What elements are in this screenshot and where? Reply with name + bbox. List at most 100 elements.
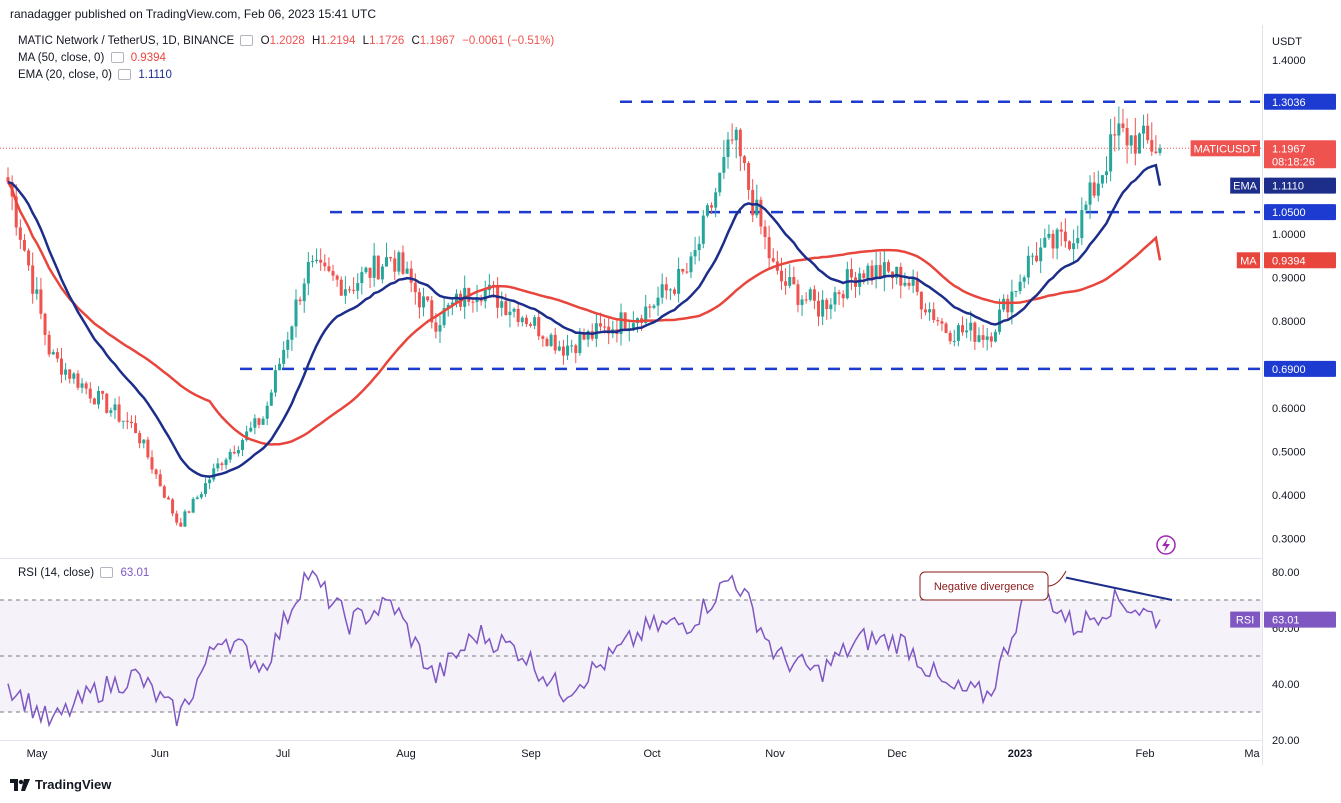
ma-legend-label: MA (50, close, 0) (18, 52, 105, 64)
candle-body (1113, 134, 1117, 136)
candle-body (228, 451, 232, 460)
candle-body (212, 468, 216, 480)
lightning-icon[interactable] (1156, 535, 1176, 555)
candle-body (261, 418, 265, 425)
candle-body (368, 267, 372, 278)
candle-body (714, 192, 718, 208)
candle-body (656, 297, 660, 306)
candle-body (442, 308, 446, 326)
candle-body (1055, 229, 1059, 249)
candle-body (829, 304, 833, 310)
candle-body (446, 304, 450, 309)
candle-body (413, 282, 417, 293)
candle-body (294, 299, 298, 327)
candle-body (129, 421, 133, 424)
candle-body (874, 265, 878, 279)
symbol-title: MATIC Network / TetherUS, 1D, BINANCE (18, 35, 235, 47)
price-axis[interactable]: 1.4000 1.0000 0.9000 0.8000 0.6000 0.5000 0.40… (1272, 55, 1306, 546)
candle-body (796, 284, 800, 305)
candle-body (895, 266, 899, 278)
ma-legend: MA (50, close, 0) 0.9394 (18, 52, 166, 64)
candle-body (138, 433, 142, 444)
candle-body (1059, 229, 1063, 232)
candle-body (594, 323, 598, 339)
candle-body (339, 279, 343, 296)
candle-body (191, 498, 195, 513)
candle-body (1039, 247, 1043, 262)
legend-dot-icon (110, 52, 124, 64)
candle-body (179, 522, 183, 527)
candle-body (327, 266, 331, 272)
candle-body (677, 268, 681, 294)
candle-body (385, 257, 389, 267)
legend-dot-icon (118, 69, 132, 81)
candle-body (742, 156, 746, 164)
candle-body (603, 326, 607, 328)
candle-body (969, 322, 973, 331)
price-tick-label: 1.4000 (1272, 55, 1306, 67)
candle-body (1100, 175, 1104, 184)
candle-body (973, 322, 977, 342)
candle-body (298, 299, 302, 302)
candle-body (948, 332, 952, 342)
candle-body (257, 418, 261, 425)
candle-body (944, 323, 948, 333)
candle-body (92, 398, 96, 405)
ma-legend-value: 0.9394 (130, 52, 166, 64)
candle-body (187, 511, 191, 513)
candle-body (808, 289, 812, 300)
candle-body (380, 266, 384, 280)
candle-body (224, 459, 228, 465)
candle-body (203, 483, 207, 495)
legend-dot-icon (240, 35, 254, 47)
candle-body (183, 511, 187, 527)
candle-body (290, 326, 294, 340)
candle-body (1067, 241, 1071, 250)
candle-body (319, 259, 323, 263)
candle-body (97, 390, 101, 405)
candle-body (72, 373, 76, 379)
candle-body (825, 299, 829, 310)
candle-body (265, 405, 269, 419)
candle-body (660, 284, 664, 298)
candle-body (648, 306, 652, 308)
level-3-tag-value: 0.6900 (1272, 364, 1306, 376)
candle-body (171, 499, 175, 514)
candle-body (804, 299, 808, 301)
candle-body (253, 418, 257, 428)
price-tick-label: 1.0000 (1272, 229, 1306, 241)
time-tick-label: Jun (151, 748, 169, 760)
candle-body (751, 189, 755, 216)
candle-body (578, 334, 582, 354)
price-tick-label: 0.9000 (1272, 272, 1306, 284)
candle-body (693, 250, 697, 257)
candle-body (1109, 134, 1113, 172)
callout-pointer (1047, 570, 1067, 587)
candle-body (68, 369, 72, 379)
candles (6, 106, 1162, 528)
candle-body (631, 323, 635, 329)
candle-body (907, 282, 911, 286)
price-tick-label: 0.8000 (1272, 316, 1306, 328)
candle-body (1125, 127, 1129, 146)
candle-body (553, 334, 557, 351)
candle-body (475, 297, 479, 303)
candle-body (1084, 204, 1088, 211)
candle-body (919, 291, 923, 310)
high-label: H (311, 35, 321, 47)
candle-body (27, 250, 31, 266)
price-tick-label: 0.4000 (1272, 490, 1306, 502)
time-axis[interactable]: May Jun Jul Aug Sep Oct Nov Dec 2023 Feb Ma (27, 748, 1261, 760)
candle-body (837, 292, 841, 295)
tradingview-logo[interactable]: TradingView (10, 777, 111, 792)
candle-body (697, 243, 701, 251)
ema-tag-label: EMA (1233, 181, 1258, 193)
candle-body (508, 311, 512, 316)
candle-body (812, 289, 816, 301)
candle-body (84, 383, 88, 389)
candle-body (1137, 133, 1141, 154)
candle-body (64, 369, 68, 375)
candle-body (1129, 135, 1133, 146)
